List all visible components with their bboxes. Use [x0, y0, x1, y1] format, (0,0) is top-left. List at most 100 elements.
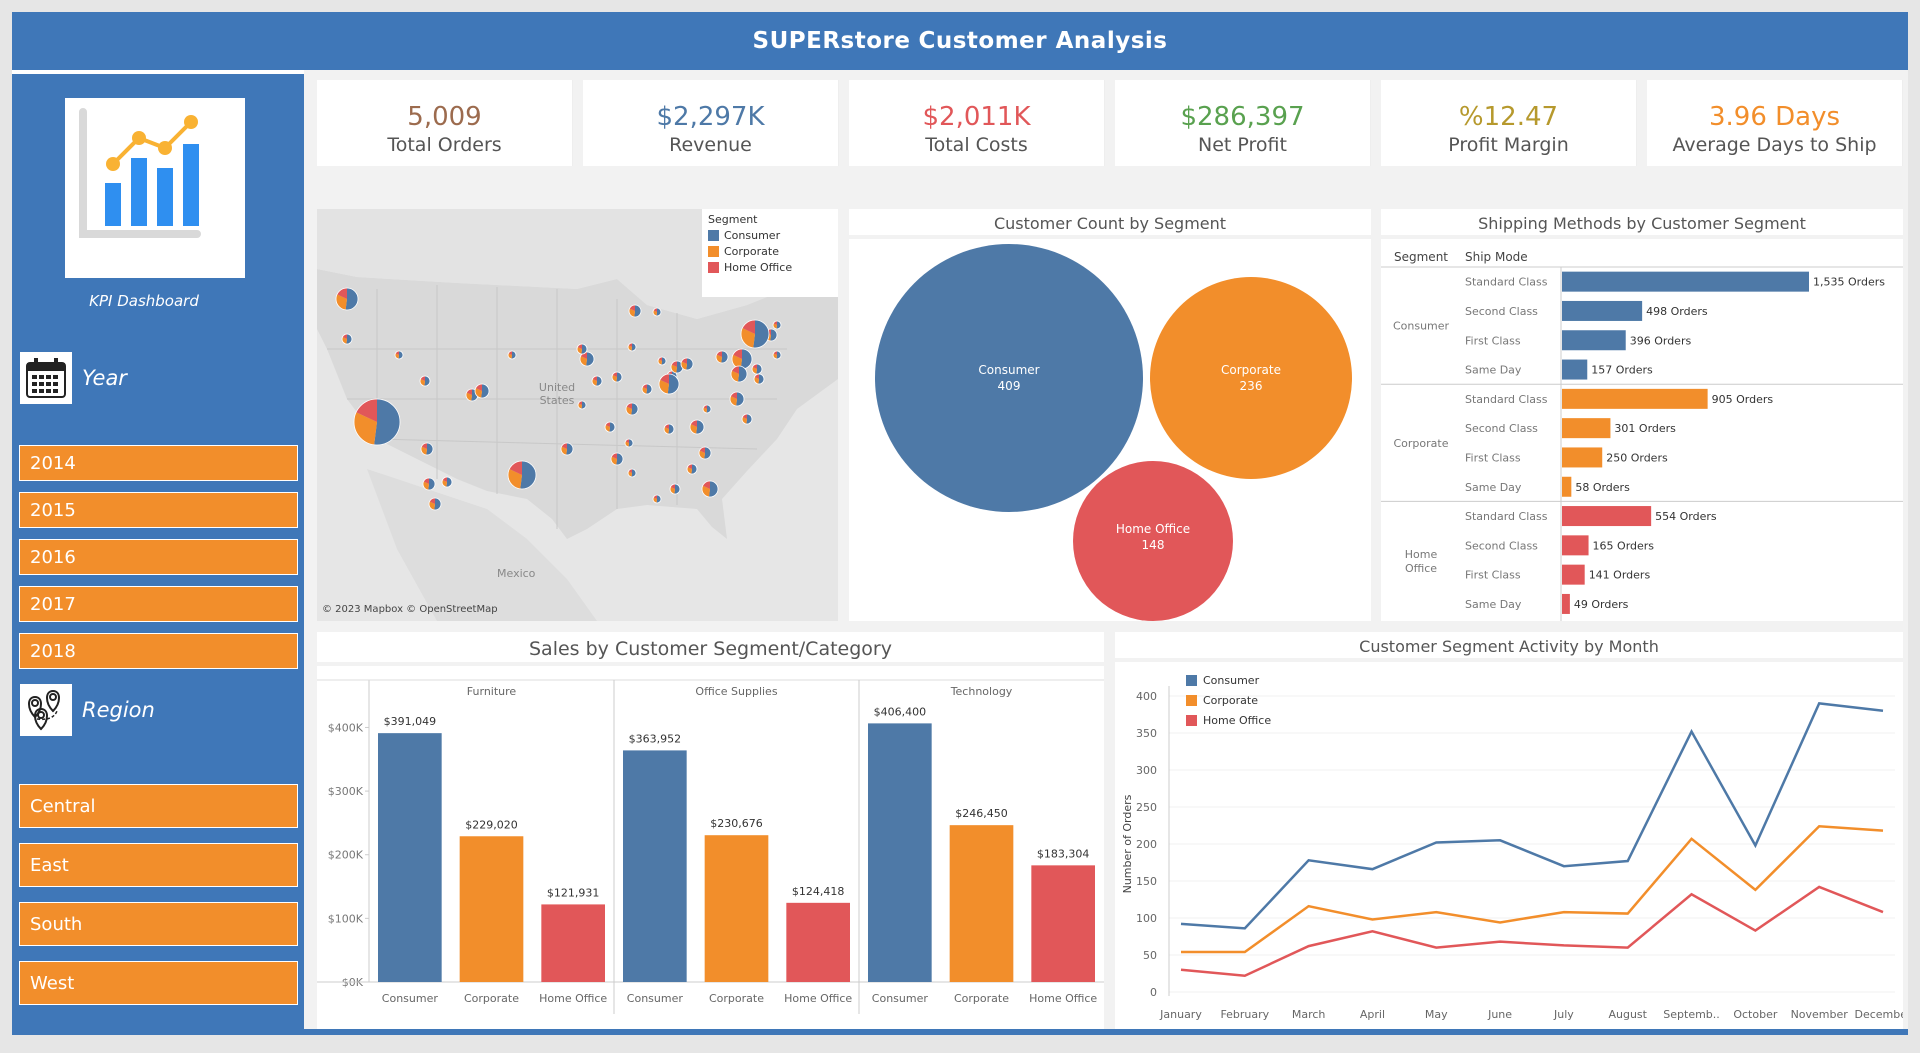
map-pie-slice — [634, 305, 641, 317]
bubble-corporate[interactable] — [1150, 277, 1352, 479]
map-state-pie[interactable] — [610, 452, 624, 466]
ship-bar[interactable] — [1562, 300, 1643, 321]
map-pie-outline — [740, 319, 770, 349]
map-state-pie[interactable] — [689, 419, 705, 435]
map-pie-outline — [474, 383, 490, 399]
bubble-home-office[interactable] — [1073, 461, 1233, 621]
sales-bar[interactable] — [786, 902, 850, 982]
map-state-pie[interactable] — [740, 319, 770, 349]
map-state-pie[interactable] — [560, 442, 574, 456]
map-state-pie[interactable] — [680, 357, 694, 371]
segment-map[interactable]: United States Mexico © 2023 Mapbox © Ope… — [317, 209, 838, 621]
map-state-pie[interactable] — [663, 423, 675, 435]
ship-segment-label: Home — [1405, 548, 1438, 561]
line-y-tick: 200 — [1136, 838, 1157, 851]
map-state-pie[interactable] — [715, 350, 729, 364]
map-state-pie[interactable] — [420, 442, 434, 456]
map-state-pie[interactable] — [419, 375, 431, 387]
map-state-pie[interactable] — [652, 494, 662, 504]
map-state-pie[interactable] — [753, 373, 765, 385]
sales-title: Sales by Customer Segment/Category — [317, 632, 1104, 666]
map-state-pie[interactable] — [474, 383, 490, 399]
year-2014-button[interactable]: 2014 — [19, 445, 298, 481]
line-y-tick: 150 — [1136, 875, 1157, 888]
map-state-pie[interactable] — [507, 350, 517, 360]
map-state-pie[interactable] — [627, 468, 637, 478]
map-state-pie[interactable] — [341, 333, 353, 345]
map-state-pie[interactable] — [577, 400, 587, 410]
map-state-pie[interactable] — [394, 350, 404, 360]
ship-bar[interactable] — [1562, 388, 1708, 409]
map-state-pie[interactable] — [702, 404, 712, 414]
sales-category-label: Consumer — [627, 992, 684, 1005]
map-state-pie[interactable] — [669, 483, 681, 495]
map-pie-slice — [708, 481, 718, 497]
year-2015-button[interactable]: 2015 — [19, 492, 298, 528]
map-state-pie[interactable] — [751, 363, 763, 375]
map-state-pie[interactable] — [729, 391, 745, 407]
map-state-pie[interactable] — [625, 402, 639, 416]
year-2016-button[interactable]: 2016 — [19, 539, 298, 575]
line-series[interactable] — [1180, 702, 1884, 930]
sales-bar[interactable] — [378, 733, 442, 982]
ship-bar[interactable] — [1562, 506, 1652, 527]
map-state-pie[interactable] — [422, 477, 436, 491]
sales-bar[interactable] — [704, 835, 769, 982]
bubble-corporate-name: Corporate — [1221, 363, 1281, 377]
sales-bar[interactable] — [868, 723, 932, 982]
map-pie-outline — [577, 400, 587, 410]
sales-bar[interactable] — [541, 904, 605, 982]
map-state-pie[interactable] — [591, 375, 603, 387]
map-state-pie[interactable] — [730, 365, 748, 383]
year-2017-button[interactable]: 2017 — [19, 586, 298, 622]
map-pie-outline — [591, 375, 603, 387]
map-state-pie[interactable] — [507, 460, 537, 490]
region-central-button[interactable]: Central — [19, 784, 298, 828]
region-west-button[interactable]: West — [19, 961, 298, 1005]
bubble-consumer[interactable] — [875, 244, 1143, 512]
ship-bar[interactable] — [1562, 535, 1589, 556]
map-state-pie[interactable] — [657, 356, 667, 366]
line-series[interactable] — [1180, 885, 1884, 977]
ship-bar[interactable] — [1562, 418, 1611, 439]
ship-bar[interactable] — [1562, 271, 1809, 292]
map-state-pie[interactable] — [428, 497, 442, 511]
map-state-pie[interactable] — [741, 413, 753, 425]
sales-bar[interactable] — [459, 836, 524, 982]
map-state-pie[interactable] — [604, 421, 616, 433]
year-2018-button[interactable]: 2018 — [19, 633, 298, 669]
ship-bar[interactable] — [1562, 564, 1585, 585]
map-state-pie[interactable] — [611, 371, 623, 383]
map-state-pie[interactable] — [579, 351, 595, 367]
ship-bar[interactable] — [1562, 359, 1588, 380]
ship-bar[interactable] — [1562, 476, 1572, 497]
region-south-button[interactable]: South — [19, 902, 298, 946]
ship-bar[interactable] — [1562, 447, 1603, 468]
map-state-pie[interactable] — [698, 446, 712, 460]
map-state-pie[interactable] — [624, 438, 634, 448]
map-state-pie[interactable] — [652, 307, 662, 317]
sales-bar[interactable] — [1031, 865, 1095, 982]
map-state-pie[interactable] — [335, 287, 359, 311]
map-state-pie[interactable] — [641, 383, 653, 395]
map-pie-outline — [680, 357, 694, 371]
line-y-tick: 300 — [1136, 764, 1157, 777]
sales-bar[interactable] — [949, 825, 1014, 982]
map-state-pie[interactable] — [731, 348, 753, 370]
line-series[interactable] — [1181, 824, 1884, 954]
map-state-pie[interactable] — [701, 480, 719, 498]
sales-bar[interactable] — [623, 750, 687, 982]
region-east-button[interactable]: East — [19, 843, 298, 887]
map-state-pie[interactable] — [627, 342, 637, 352]
map-state-pie[interactable] — [441, 476, 453, 488]
ship-bar[interactable] — [1562, 593, 1570, 614]
map-state-pie[interactable] — [658, 373, 680, 395]
map-state-pie[interactable] — [576, 343, 588, 355]
ship-bar[interactable] — [1562, 330, 1626, 351]
line-y-label: Number of Orders — [1121, 794, 1134, 893]
map-state-pie[interactable] — [353, 398, 401, 446]
map-state-pie[interactable] — [772, 320, 782, 330]
map-state-pie[interactable] — [686, 463, 698, 475]
map-state-pie[interactable] — [628, 304, 642, 318]
map-state-pie[interactable] — [772, 350, 782, 360]
